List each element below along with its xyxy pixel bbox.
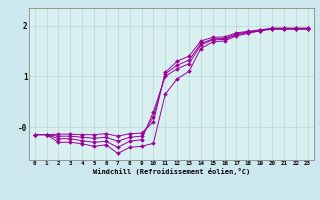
X-axis label: Windchill (Refroidissement éolien,°C): Windchill (Refroidissement éolien,°C) (92, 168, 250, 175)
